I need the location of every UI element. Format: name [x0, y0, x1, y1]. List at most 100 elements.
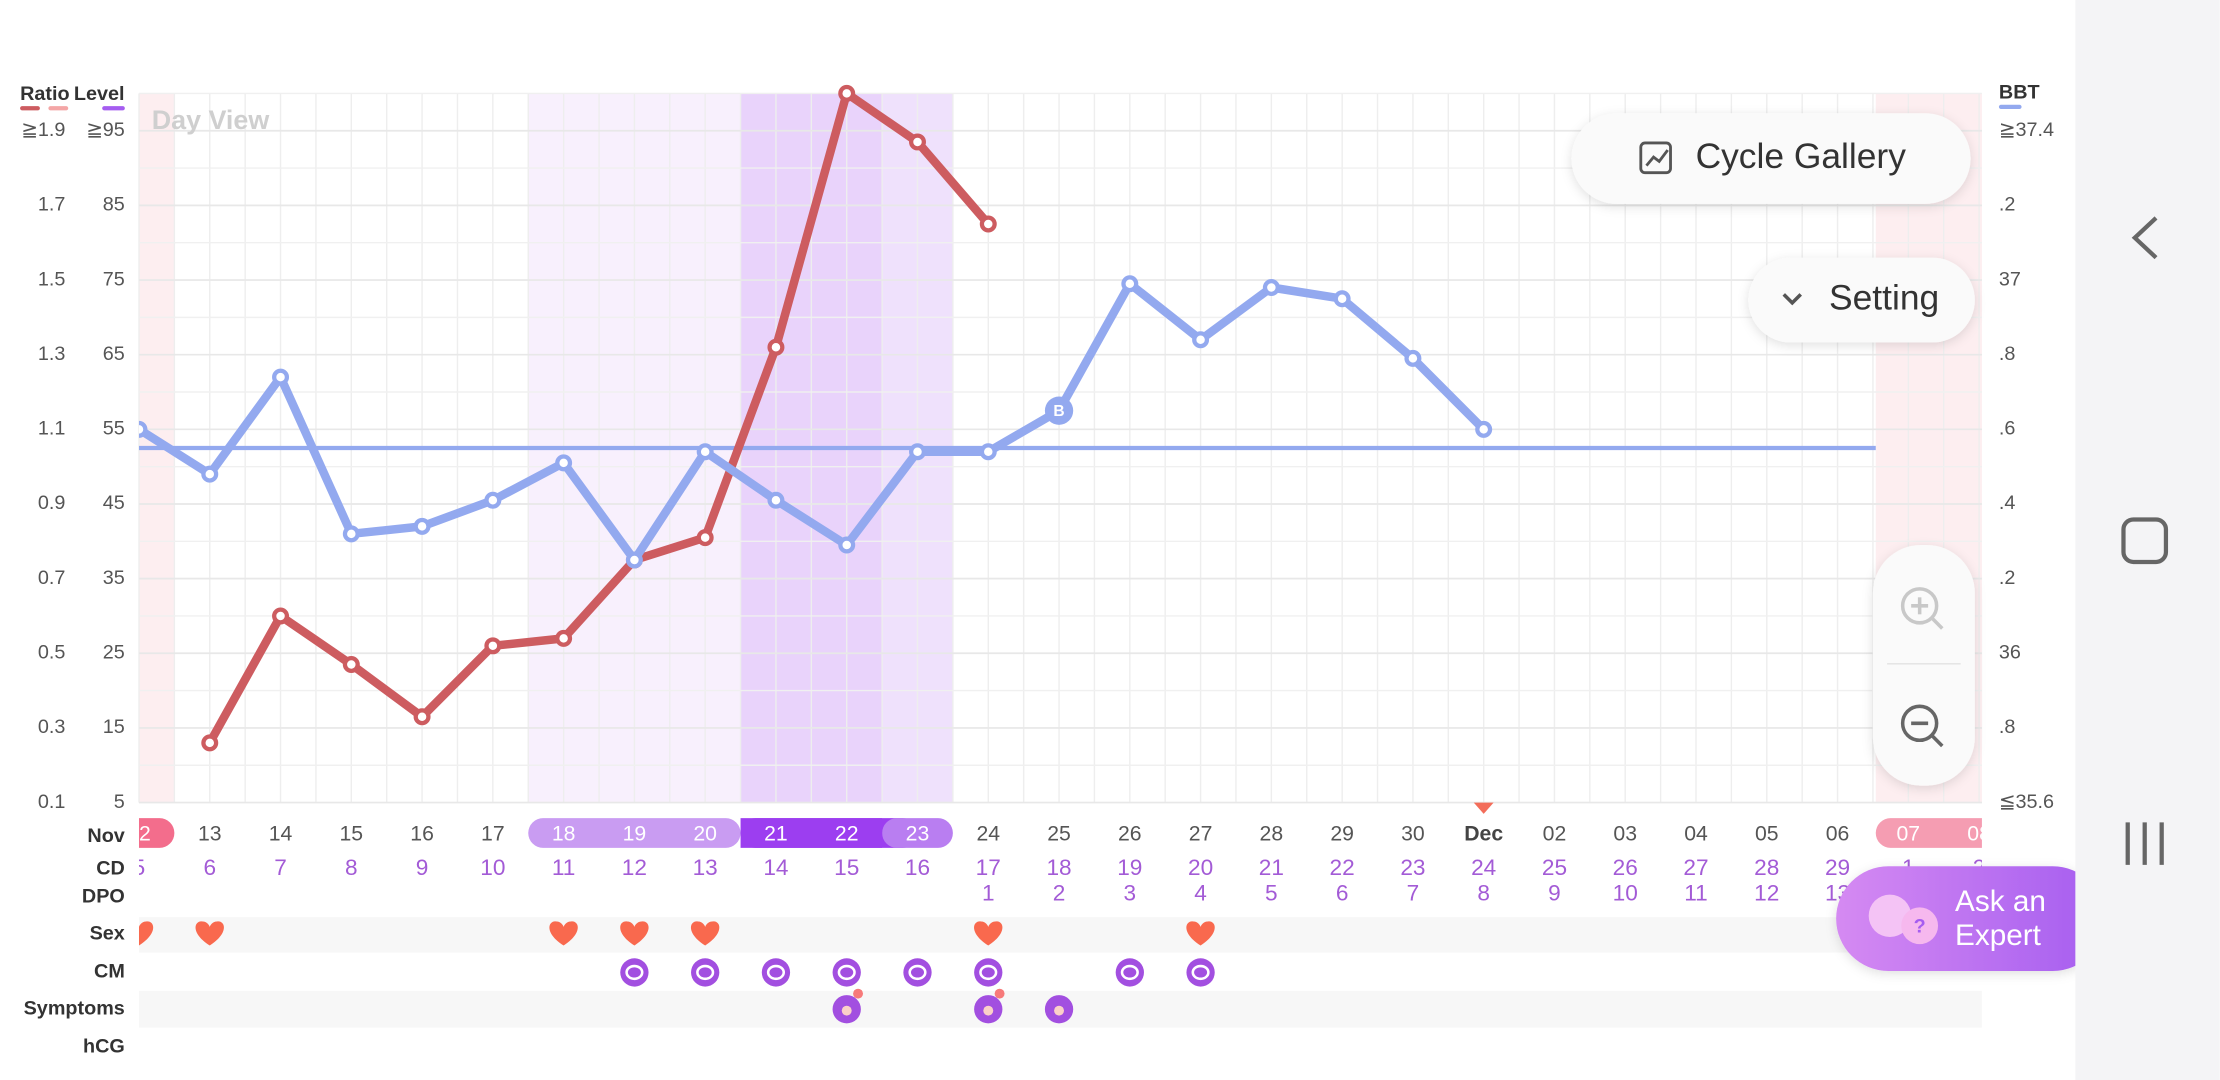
data-point: [979, 215, 997, 233]
home-button[interactable]: [2121, 517, 2169, 565]
cd-label: 21: [1259, 855, 1284, 880]
y-tick-label: 1.3: [38, 343, 66, 365]
data-point: [838, 536, 856, 554]
x-tick-label: 15: [340, 823, 364, 846]
date-pill: [882, 818, 953, 848]
x-tick-label: 06: [1826, 823, 1850, 846]
x-tick-label: 13: [198, 823, 222, 846]
y2-tick-label: .2: [1999, 567, 2016, 589]
cd-label: 18: [1046, 855, 1071, 880]
cm-icon-glyph: [908, 964, 927, 981]
cd-label: 8: [345, 855, 358, 880]
data-point: [201, 465, 219, 483]
level-tick-label: 85: [103, 194, 125, 216]
chart-title: Day View: [152, 105, 270, 135]
cm-icon-glyph: [837, 964, 856, 981]
cm-icon-glyph: [979, 964, 998, 981]
y-tick-label: 1.7: [38, 194, 66, 216]
cd-label: 19: [1117, 855, 1142, 880]
dpo-label: 12: [1754, 881, 1779, 906]
y2-tick-label: .8: [1999, 716, 2016, 738]
legend-swatch: [48, 106, 69, 111]
cd-label: 17: [976, 855, 1001, 880]
y2-tick-label: .2: [1999, 194, 2016, 216]
button-label: Cycle Gallery: [1696, 137, 1907, 176]
x-tick-label: 29: [1330, 823, 1354, 846]
cd-label: 5: [133, 855, 146, 880]
button-label: Ask an: [1955, 885, 2046, 918]
symptom-dot: [853, 988, 864, 999]
cd-label: 24: [1471, 855, 1496, 880]
cd-label: 28: [1754, 855, 1779, 880]
y-tick-label: 0.9: [38, 492, 66, 514]
cm-icon: [832, 958, 861, 987]
nav-bar: [2075, 0, 2220, 1080]
date-pill: [740, 818, 883, 848]
cm-icon: [620, 958, 649, 987]
data-point: [625, 551, 643, 569]
setting-button[interactable]: Setting: [1748, 257, 1975, 343]
x-tick-label: 22: [835, 823, 859, 846]
zoom-panel: [1872, 544, 1975, 786]
sex-icon: [690, 921, 720, 946]
x-tick-label: 12: [127, 823, 151, 846]
symptom-dot: [994, 988, 1005, 999]
symptom-icon-glyph: [1054, 1005, 1064, 1016]
data-point: [1192, 331, 1210, 349]
row-label: DPO: [82, 886, 125, 908]
recents-button[interactable]: [2125, 822, 2164, 865]
cd-label: 26: [1613, 855, 1638, 880]
row-label: Symptoms: [24, 997, 125, 1019]
data-point: [342, 655, 360, 673]
ask-expert-button[interactable]: ? Ask an Expert: [1836, 866, 2106, 972]
level-tick-label: 65: [103, 343, 125, 365]
cm-icon-glyph: [766, 964, 786, 981]
cycle-gallery-button[interactable]: Cycle Gallery: [1571, 113, 1971, 204]
y2-tick-label: .4: [1999, 492, 2016, 514]
zoom-in[interactable]: [1900, 587, 1944, 630]
dpo-label: 5: [1265, 881, 1278, 906]
row-label: CM: [94, 961, 125, 983]
date-pill: [1875, 818, 1982, 848]
row-label: Sex: [90, 922, 125, 944]
legend-label: BBT: [1999, 82, 2040, 104]
x-tick-label: 08: [1967, 823, 1991, 846]
x-tick-label: Dec: [1464, 823, 1503, 846]
y2-tick-label: .8: [1999, 343, 2016, 365]
cm-icon: [691, 958, 720, 987]
cd-label: 7: [274, 855, 287, 880]
y2-tick-label: 36: [1999, 642, 2021, 664]
dpo-label: 11: [1684, 881, 1707, 906]
level-tick-label: 55: [103, 418, 125, 440]
level-tick-label: 35: [103, 567, 125, 589]
x-tick-label: 02: [1543, 823, 1567, 846]
y-tick-label: 1.1: [38, 418, 66, 440]
cd-label: 14: [763, 855, 788, 880]
cd-label: 29: [1825, 855, 1850, 880]
data-point: [272, 368, 290, 386]
x-tick-label: 14: [269, 823, 293, 846]
cd-label: 16: [905, 855, 930, 880]
x-tick-label: 27: [1189, 823, 1213, 846]
dpo-label: 6: [1336, 881, 1349, 906]
x-tick-label: 26: [1118, 823, 1142, 846]
zoom-out[interactable]: [1900, 704, 1944, 748]
cm-icon-glyph: [1191, 964, 1210, 981]
y2-tick-label: ≦35.6: [1999, 791, 2054, 813]
series-line: [138, 279, 1488, 565]
x-tick-label: 20: [693, 823, 717, 846]
data-point: [696, 443, 714, 461]
data-point: [555, 454, 573, 472]
x-tick-label: 21: [764, 823, 788, 846]
date-pill: [528, 818, 741, 848]
row-label: hCG: [83, 1036, 125, 1058]
x-tick-label: 28: [1260, 823, 1284, 846]
cd-label: 25: [1542, 855, 1567, 880]
level-tick-label: ≧95: [86, 119, 125, 141]
annotation-badge: [1044, 396, 1074, 425]
sex-icon: [138, 921, 154, 946]
level-tick-label: 45: [103, 492, 125, 514]
back-button[interactable]: [2131, 216, 2158, 260]
